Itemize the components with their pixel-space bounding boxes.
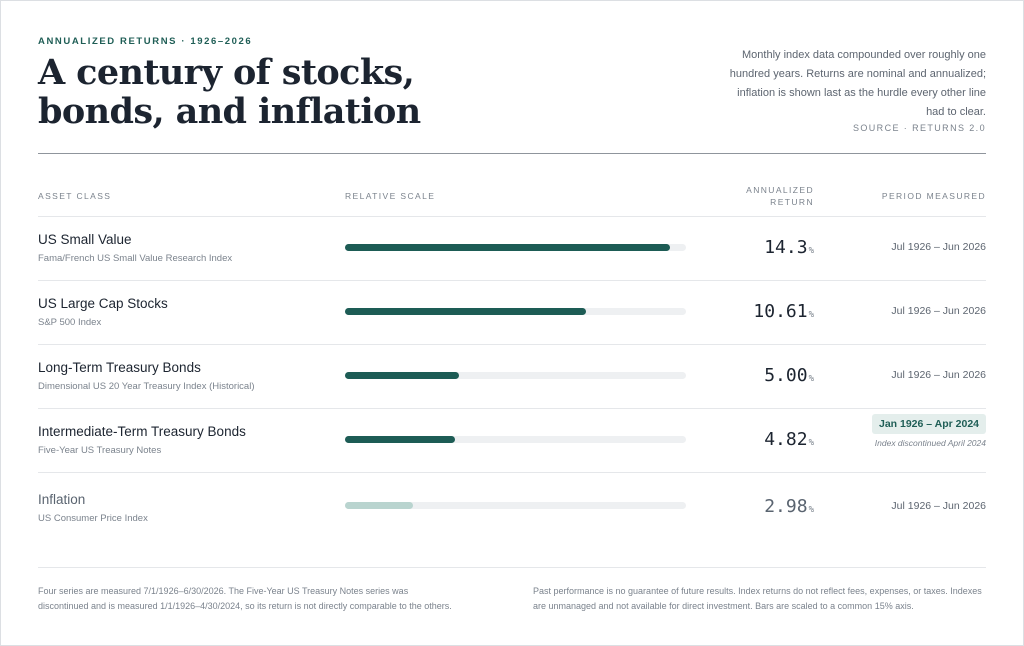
bar — [345, 436, 455, 443]
row-divider — [38, 280, 986, 281]
table-header-divider — [38, 216, 986, 217]
period-measured: Jul 1926 – Jun 2026 — [891, 500, 986, 512]
title-line-2: bonds, and inflation — [38, 91, 421, 132]
return-value: 2.98% — [661, 496, 814, 517]
asset-index: S&P 500 Index — [38, 317, 102, 328]
bar-track — [345, 502, 686, 509]
discontinued-note: Index discontinued April 2024 — [874, 438, 986, 448]
percent-unit: % — [808, 310, 814, 320]
percent-unit: % — [808, 438, 814, 448]
bar-track — [345, 372, 686, 379]
period-measured: Jul 1926 – Jun 2026 — [891, 369, 986, 381]
percent-unit: % — [808, 374, 814, 384]
asset-name: Intermediate-Term Treasury Bonds — [38, 424, 246, 439]
period-measured: Jul 1926 – Jun 2026 — [891, 241, 986, 253]
return-number: 4.82 — [764, 429, 808, 450]
asset-index: Five-Year US Treasury Notes — [38, 445, 162, 456]
footer-note-left: Four series are measured 7/1/1926–6/30/2… — [38, 586, 452, 611]
return-number: 5.00 — [764, 365, 808, 386]
bar — [345, 308, 586, 315]
footer-note-right: Past performance is no guarantee of futu… — [533, 586, 982, 611]
column-header-scale: RELATIVE SCALE — [345, 191, 436, 201]
return-number: 14.3 — [764, 237, 808, 258]
row-divider — [38, 344, 986, 345]
asset-name: Inflation — [38, 492, 86, 507]
bar — [345, 372, 459, 379]
asset-name: US Large Cap Stocks — [38, 296, 168, 311]
column-header-return: ANNUALIZED RETURN — [701, 184, 814, 208]
eyebrow: ANNUALIZED RETURNS · 1926–2026 — [38, 36, 253, 47]
bar-track — [345, 436, 686, 443]
bar — [345, 502, 413, 509]
period-badge: Jan 1926 – Apr 2024 — [871, 414, 986, 434]
percent-unit: % — [808, 505, 814, 515]
return-value: 5.00% — [661, 365, 814, 386]
bar — [345, 244, 670, 251]
title-line-1: A century of stocks, — [38, 52, 415, 93]
row-divider — [38, 408, 986, 409]
asset-index: Dimensional US 20 Year Treasury Index (H… — [38, 381, 255, 392]
period-measured: Jul 1926 – Jun 2026 — [891, 305, 986, 317]
return-number: 2.98 — [764, 496, 808, 517]
column-header-return-line-1: ANNUALIZED — [746, 185, 814, 195]
return-value: 14.3% — [661, 237, 814, 258]
column-header-return-line-2: RETURN — [770, 197, 814, 207]
description: Monthly index data compounded over rough… — [729, 49, 986, 118]
asset-name: US Small Value — [38, 232, 132, 247]
asset-name: Long-Term Treasury Bonds — [38, 360, 201, 375]
row-divider — [38, 472, 986, 473]
source-label: SOURCE · RETURNS 2.0 — [852, 123, 986, 133]
asset-index: US Consumer Price Index — [38, 513, 148, 524]
column-header-asset: ASSET CLASS — [38, 191, 112, 201]
bar-track — [345, 244, 686, 251]
percent-unit: % — [808, 246, 814, 256]
bar-track — [345, 308, 686, 315]
return-value: 10.61% — [661, 301, 814, 322]
column-header-period: PERIOD MEASURED — [881, 191, 986, 201]
page-title: A century of stocks, bonds, and inflatio… — [38, 53, 458, 131]
return-number: 10.61 — [753, 301, 808, 322]
footer-divider — [38, 567, 986, 568]
asset-index: Fama/French US Small Value Research Inde… — [38, 253, 233, 264]
header-divider — [38, 153, 986, 154]
return-value: 4.82% — [661, 429, 814, 450]
